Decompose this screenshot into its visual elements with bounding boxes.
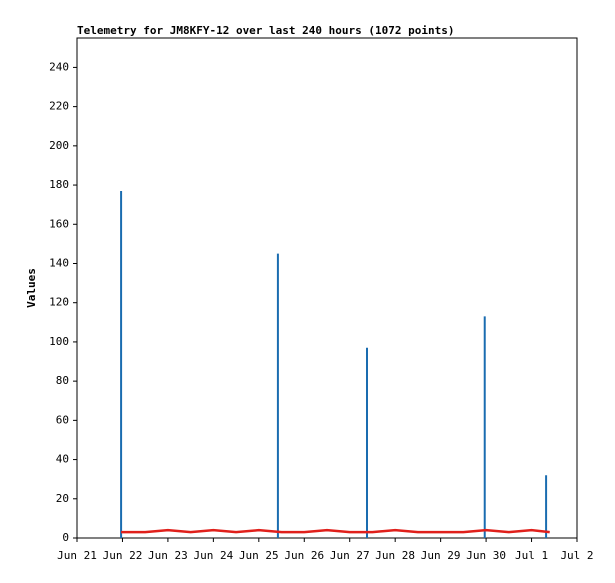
x-tick-label: Jun 29 — [421, 549, 461, 562]
x-tick-label: Jun 30 — [466, 549, 506, 562]
y-tick-label: 100 — [49, 335, 69, 348]
y-tick-label: 220 — [49, 100, 69, 113]
y-tick-label: 160 — [49, 217, 69, 230]
x-tick-label: Jun 25 — [239, 549, 279, 562]
x-tick-label: Jul 2 — [560, 549, 593, 562]
x-tick-label: Jun 21 — [57, 549, 97, 562]
x-tick-label: Jun 28 — [375, 549, 415, 562]
y-tick-label: 80 — [56, 374, 69, 387]
x-tick-label: Jun 22 — [103, 549, 143, 562]
y-tick-label: 0 — [62, 531, 69, 544]
y-tick-label: 20 — [56, 492, 69, 505]
y-tick-label: 60 — [56, 413, 69, 426]
x-tick-label: Jul 1 — [515, 549, 548, 562]
y-tick-label: 240 — [49, 60, 69, 73]
x-tick-label: Jun 24 — [193, 549, 233, 562]
plot-frame — [76, 37, 578, 539]
y-tick-label: 180 — [49, 178, 69, 191]
series-line — [121, 528, 550, 534]
y-tick-label: 140 — [49, 256, 69, 269]
y-tick-label: 40 — [56, 453, 69, 466]
x-tick-label: Jun 27 — [330, 549, 370, 562]
y-axis-label: Values — [25, 268, 38, 308]
x-tick-label: Jun 26 — [284, 549, 324, 562]
y-tick-label: 200 — [49, 139, 69, 152]
chart-title: Telemetry for JM8KFY-12 over last 240 ho… — [77, 24, 455, 37]
y-tick-label: 120 — [49, 296, 69, 309]
x-tick-label: Jun 23 — [148, 549, 188, 562]
